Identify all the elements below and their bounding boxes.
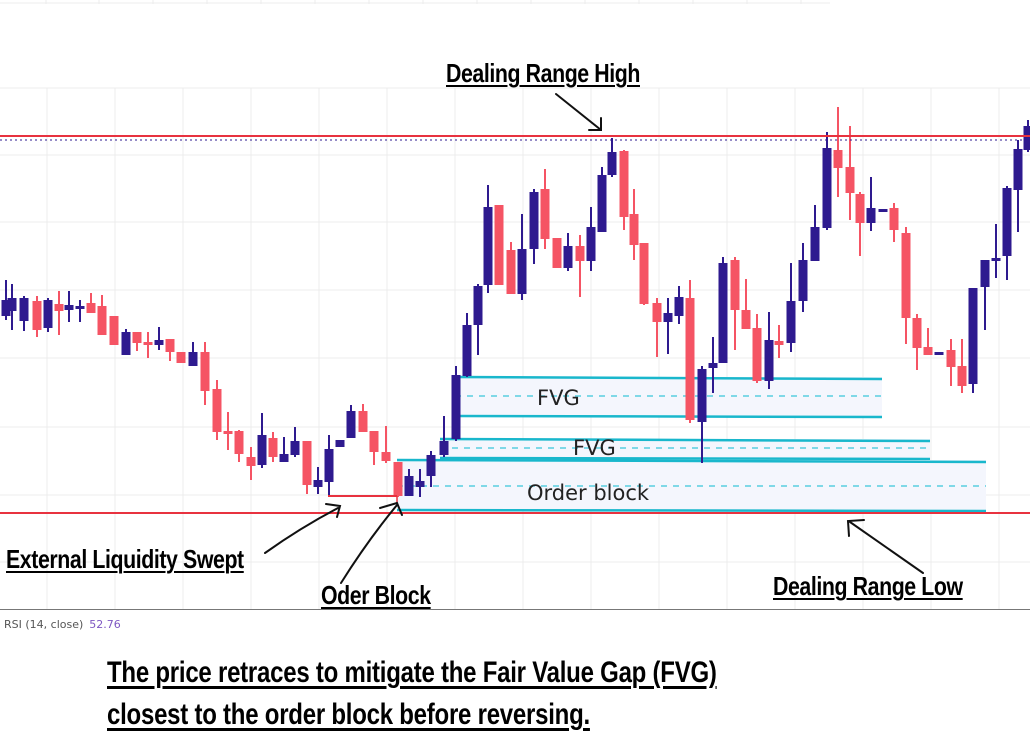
rsi-label: RSI (14, close) — [4, 618, 84, 631]
order-block-label: Order block — [527, 481, 650, 505]
fvg-lower-label: FVG — [573, 436, 616, 460]
candles — [1, 107, 1030, 497]
label-external-liquidity-swept: External Liquidity Swept — [6, 544, 244, 574]
arrow-dealing-range-high-icon — [555, 93, 602, 131]
label-dealing-range-high: Dealing Range High — [446, 58, 640, 88]
caption-line-1: The price retraces to mitigate the Fair … — [107, 656, 717, 689]
indicator-divider — [0, 609, 1030, 610]
candlestick-chart[interactable] — [0, 0, 1030, 610]
label-order-block-arrow: Oder Block — [321, 580, 431, 610]
chart-grid — [0, 0, 1030, 609]
rsi-value: 52.76 — [89, 618, 121, 631]
arrow-dealing-range-low-icon — [846, 519, 924, 574]
range-levels — [0, 135, 1030, 514]
rsi-indicator[interactable]: RSI (14, close) 52.76 — [4, 618, 121, 631]
label-dealing-range-low: Dealing Range Low — [773, 571, 963, 601]
fvg-upper-label: FVG — [537, 386, 580, 410]
arrow-external-liquidity-icon — [264, 503, 342, 554]
caption-line-2: closest to the order block before revers… — [107, 698, 590, 731]
price-zones — [396, 375, 987, 513]
arrow-order-block-icon — [340, 501, 403, 584]
annotation-arrows — [264, 93, 924, 584]
